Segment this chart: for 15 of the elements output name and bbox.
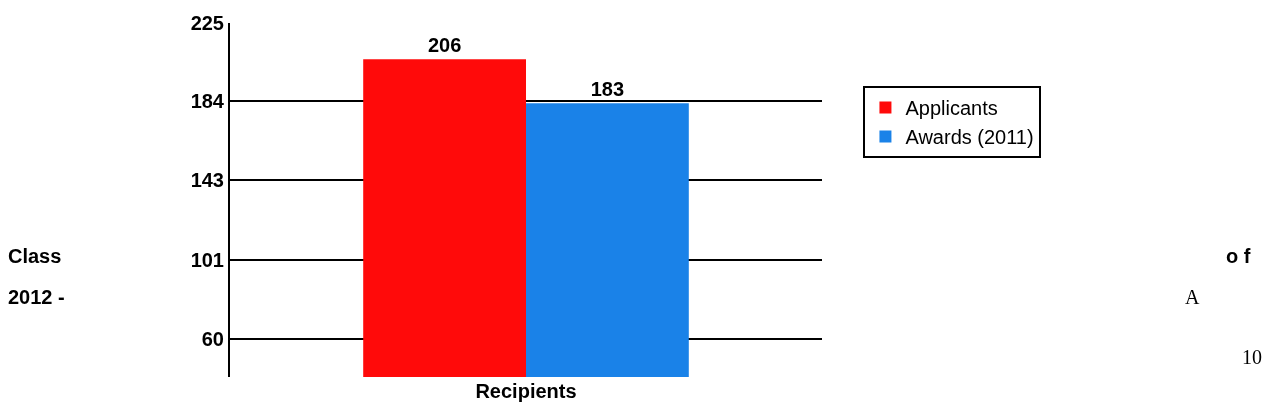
text: 2012 - — [8, 286, 65, 308]
text: Class — [8, 245, 62, 267]
legend-label: Applicants — [905, 97, 998, 120]
data-label: 206 — [427, 34, 462, 57]
y-tick-label: 101 — [190, 249, 224, 272]
x-tick-label: Recipients — [475, 380, 577, 402]
legend-label: Awards (2011) — [905, 126, 1034, 149]
text: 10 — [1242, 346, 1262, 368]
y-tick-label: 225 — [190, 12, 224, 34]
text: A — [1185, 286, 1200, 308]
text: o f — [1226, 245, 1251, 267]
y-tick-label: 143 — [190, 168, 224, 191]
data-label: 183 — [590, 78, 625, 101]
y-tick-label: 184 — [190, 90, 225, 113]
y-tick-label: 60 — [201, 327, 224, 350]
